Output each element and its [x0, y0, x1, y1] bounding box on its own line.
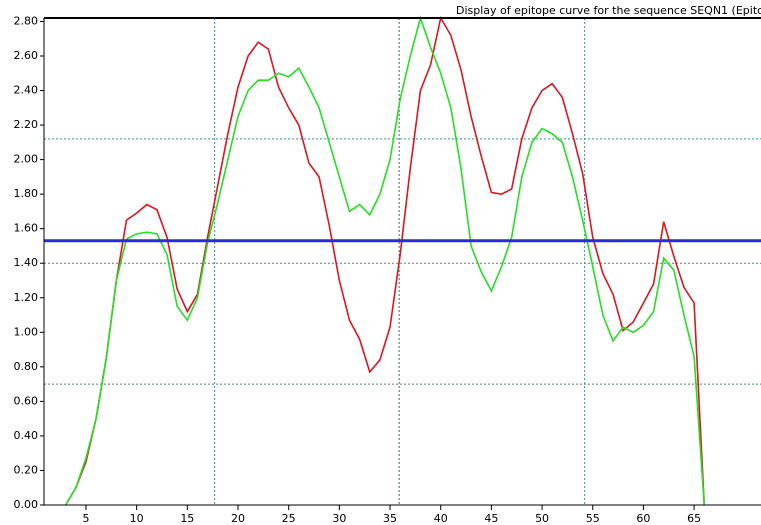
series-line [65, 15, 706, 506]
x-tick-label: 55 [586, 512, 600, 525]
x-tick-label: 25 [282, 512, 296, 525]
x-tick-label: 60 [636, 512, 650, 525]
plot-area: 0.00 0.20 0.40 0.60 0.80 1.00 1.20 1.40 1.60 1.80… [14, 14, 761, 525]
x-tick-label: 50 [535, 512, 549, 525]
y-tick-label: 0.00 [14, 498, 39, 511]
series-line [65, 15, 706, 506]
y-tick-label: 2.40 [14, 84, 39, 97]
y-tick-label: 0.40 [14, 429, 39, 442]
x-tick-label: 65 [687, 512, 701, 525]
x-tick-label: 40 [434, 512, 448, 525]
x-tick-label: 45 [484, 512, 498, 525]
y-tick-label: 1.20 [14, 291, 39, 304]
y-tick-label: 1.00 [14, 325, 39, 338]
x-tick-label: 35 [383, 512, 397, 525]
y-tick-label: 0.20 [14, 463, 39, 476]
x-tick-label: 15 [180, 512, 194, 525]
y-tick-label: 1.80 [14, 187, 39, 200]
y-tick-label: 0.80 [14, 360, 39, 373]
y-tick-label: 2.20 [14, 118, 39, 131]
y-tick-label: 1.60 [14, 222, 39, 235]
x-tick-label: 20 [231, 512, 245, 525]
y-tick-label: 2.00 [14, 153, 39, 166]
y-tick-label: 0.60 [14, 394, 39, 407]
y-tick-label: 1.40 [14, 256, 39, 269]
chart-title: Display of epitope curve for the sequenc… [456, 4, 761, 17]
y-tick-label: 2.60 [14, 49, 39, 62]
y-tick-label: 2.80 [14, 14, 39, 27]
x-tick-label: 5 [82, 512, 89, 525]
x-tick-label: 30 [332, 512, 346, 525]
x-tick-label: 10 [130, 512, 144, 525]
